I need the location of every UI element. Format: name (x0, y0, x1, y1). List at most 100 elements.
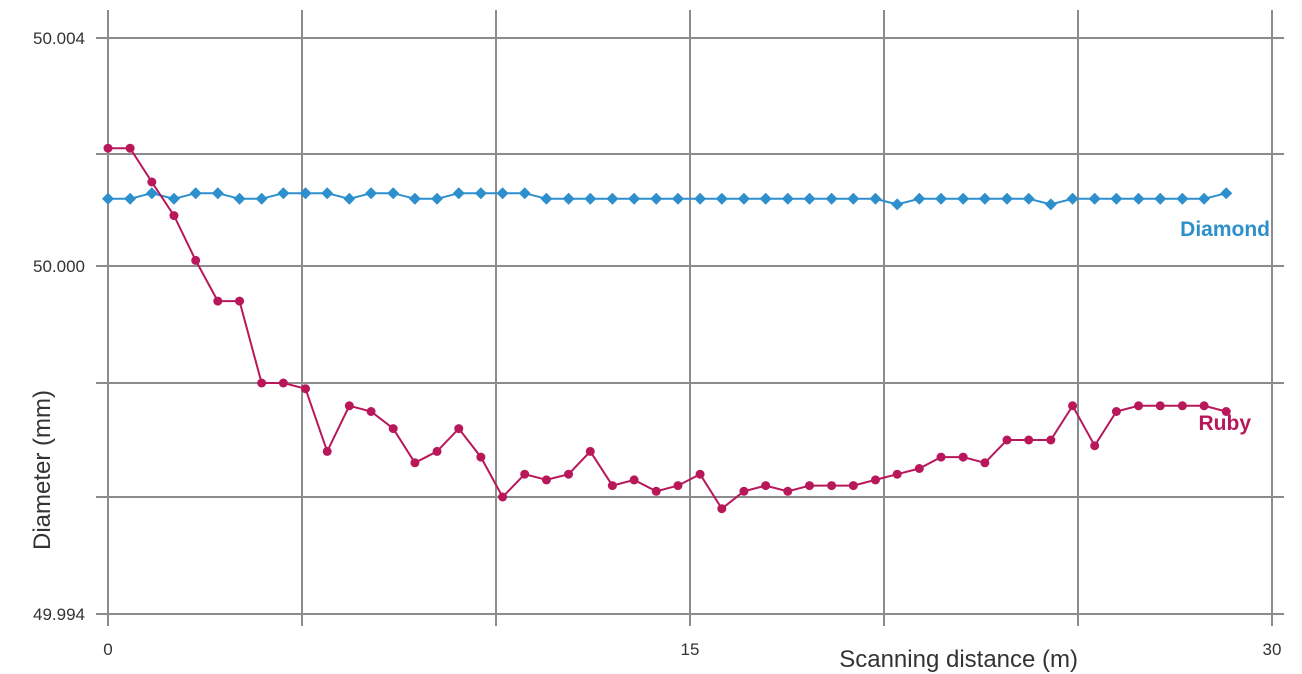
ruby-point (498, 492, 508, 502)
diamond-point (847, 192, 860, 205)
ruby-point (1002, 435, 1012, 445)
diamond-point (145, 187, 158, 200)
ruby-point (761, 481, 771, 491)
x-tick-label: 0 (103, 640, 112, 659)
ruby-point (191, 255, 201, 265)
diamond-point (1110, 192, 1123, 205)
ruby-point (322, 446, 332, 456)
diamond-point (365, 187, 378, 200)
ruby-line (108, 147, 1227, 511)
diamond-point (737, 192, 750, 205)
y-tick-label: 50.004 (33, 29, 85, 48)
ruby-point (717, 504, 727, 514)
diamond-point (781, 192, 794, 205)
ruby-point (1024, 435, 1034, 445)
y-tick-label: 50.000 (33, 257, 85, 276)
diamond-point (102, 192, 114, 205)
ruby-point (344, 401, 354, 411)
diamond-point (211, 187, 224, 200)
diamond-point (957, 192, 970, 205)
ruby-point (476, 452, 486, 462)
ruby-point (541, 475, 551, 485)
ruby-point (1199, 401, 1209, 411)
diamond-point (891, 198, 904, 211)
diamond-point (935, 192, 948, 205)
ruby-point (454, 424, 464, 434)
diamond-point (803, 192, 816, 205)
diamond-point (628, 192, 641, 205)
x-tick-label: 30 (1263, 640, 1282, 659)
ruby-point (651, 486, 661, 496)
diamond-point (1000, 192, 1013, 205)
diamond-point (1088, 192, 1101, 205)
diamond-point (1066, 192, 1079, 205)
diamond-point (408, 192, 421, 205)
ruby-point (1111, 407, 1121, 416)
diamond-point (759, 192, 772, 205)
ruby-point (125, 143, 135, 153)
ruby-point (564, 469, 574, 479)
ruby-point (827, 481, 837, 491)
ruby-point (673, 481, 683, 491)
ruby-point (980, 458, 990, 468)
ruby-point (695, 469, 705, 479)
ruby-series (103, 143, 1231, 514)
ruby-point (410, 458, 420, 468)
diamond-point (518, 187, 531, 200)
ruby-point (103, 143, 113, 153)
diamond-point (562, 192, 575, 205)
diamond-series (102, 187, 1233, 211)
diamond-line (108, 192, 1227, 206)
ruby-point (278, 378, 288, 388)
ruby-point (366, 407, 376, 416)
ruby-point (169, 211, 179, 221)
diamond-point (255, 192, 268, 205)
ruby-point (1068, 401, 1078, 411)
ruby-point (300, 384, 310, 394)
diamond-point (474, 187, 487, 200)
diamond-point (299, 187, 312, 200)
y-axis-label: Diameter (mm) (29, 390, 56, 550)
diamond-point (715, 192, 728, 205)
diamond-point (452, 187, 465, 200)
ruby-point (432, 446, 442, 456)
ruby-point (257, 378, 267, 388)
series-labels: Diamond Ruby (1180, 218, 1270, 435)
ruby-point (805, 481, 815, 491)
diamond-point (869, 192, 882, 205)
x-tick-labels: 0 15 30 (103, 640, 1281, 659)
diamond-point (233, 192, 246, 205)
ruby-point (870, 475, 880, 485)
diamond-point (913, 192, 926, 205)
ruby-point (739, 486, 749, 496)
ruby-series-label: Ruby (1199, 412, 1252, 435)
ruby-point (914, 464, 924, 473)
diamond-point (1044, 198, 1057, 211)
diamond-point (496, 187, 509, 200)
ruby-point (629, 475, 639, 485)
ruby-point (958, 452, 968, 462)
diamond-point (1220, 187, 1233, 200)
ruby-point (892, 469, 902, 479)
diamond-point (671, 192, 684, 205)
diamond-point (343, 192, 356, 205)
ruby-point (1177, 401, 1187, 411)
diamond-point (189, 187, 202, 200)
diamond-point (694, 192, 707, 205)
diamond-series-label: Diamond (1180, 218, 1270, 241)
diamond-point (540, 192, 553, 205)
diamond-point (1176, 192, 1189, 205)
series (102, 143, 1233, 514)
diamond-point (825, 192, 838, 205)
ruby-point (1090, 441, 1100, 451)
ruby-point (520, 469, 530, 479)
ruby-point (1046, 435, 1056, 445)
diamond-point (431, 192, 444, 205)
ruby-point (607, 481, 617, 491)
diamond-point (978, 192, 991, 205)
y-tick-labels: 49.994 50.000 50.004 (33, 29, 85, 624)
ruby-point (585, 446, 595, 456)
diamond-point (1132, 192, 1145, 205)
ruby-point (1155, 401, 1165, 411)
